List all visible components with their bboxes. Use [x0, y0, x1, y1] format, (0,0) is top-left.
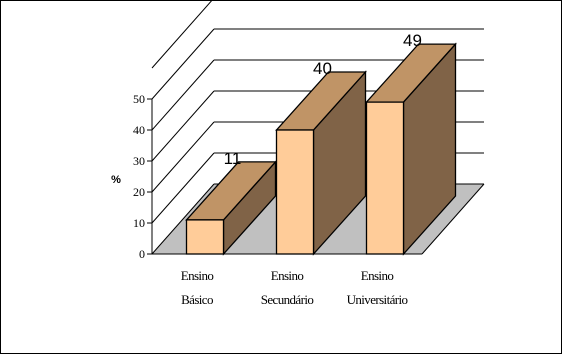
category-label: Universitário [347, 292, 408, 307]
y-tick-label: 20 [133, 185, 145, 199]
data-label: 49 [403, 31, 422, 50]
gridline-diagonal [151, 183, 215, 255]
gridline-diagonal [151, 90, 215, 162]
data-label: 40 [313, 59, 332, 78]
bar [275, 70, 367, 256]
floor-edge [421, 183, 485, 255]
category-label: Secundário [261, 292, 314, 307]
data-labels: 11 40 49 [224, 31, 422, 168]
y-tick-label: 0 [139, 247, 145, 261]
gridline-diagonal [151, 0, 213, 69]
y-tick-label: 50 [133, 92, 145, 106]
category-label: Ensino [271, 268, 304, 283]
bar-front-face [275, 129, 315, 255]
category-axis: Ensino Básico Ensino Secundário Ensino Univer… [181, 268, 408, 307]
category-label: Básico [181, 292, 213, 307]
y-tick-label: 40 [133, 123, 145, 137]
bars [185, 42, 457, 256]
y-tick-label: 10 [133, 216, 145, 230]
bar-front-face [365, 101, 405, 255]
data-label: 11 [224, 149, 242, 168]
gridline-diagonal [151, 28, 215, 100]
category-label: Ensino [181, 268, 214, 283]
gridline-diagonal [151, 59, 215, 131]
y-axis-title: % [111, 174, 121, 186]
category-label: Ensino [361, 268, 394, 283]
y-tick-label: 30 [133, 154, 145, 168]
bar-front-face [185, 219, 225, 255]
gridline-diagonal [151, 152, 215, 224]
gridline-diagonal [151, 121, 215, 193]
bar [365, 42, 457, 256]
bar [185, 160, 277, 256]
